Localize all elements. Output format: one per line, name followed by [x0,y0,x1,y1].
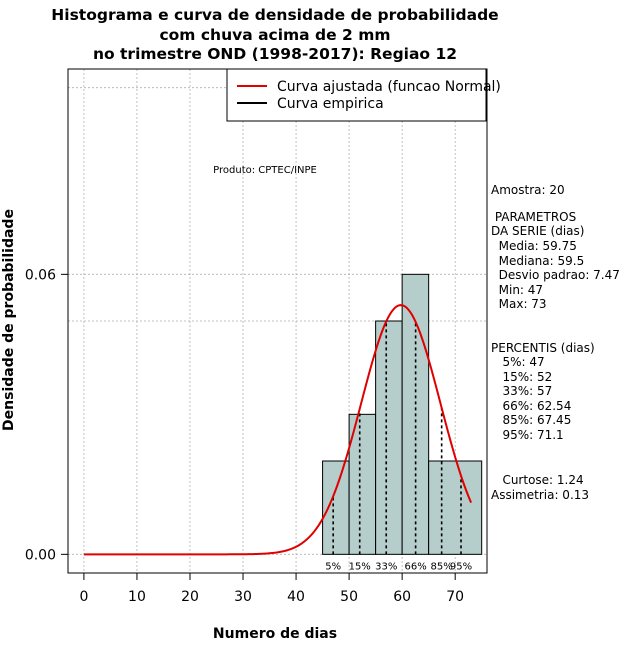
percentile-33-text: 33%: 57 [491,384,553,398]
x-tick-label-2: 20 [181,589,199,605]
x-tick-label-1: 10 [128,589,146,605]
mean-text: Media: 59.75 [491,239,577,253]
legend-label-1: Curva empirica [277,96,384,112]
x-tick-label-6: 60 [393,589,411,605]
percentile-85-text: 85%: 67.45 [491,413,572,427]
x-tick-label-7: 70 [446,589,464,605]
kurtosis-text: Curtose: 1.24 [491,473,584,487]
histogram-bar-0 [322,460,350,555]
skewness-text: Assimetria: 0.13 [491,488,590,502]
x-axis-title: Numero de dias [213,626,337,642]
percentile-label-0: 5% [325,561,341,572]
parameters-title-1: PARAMETROS [491,210,577,224]
percentile-15-text: 15%: 52 [491,370,553,384]
histogram-bar-1 [348,413,377,555]
legend-label-0: Curva ajustada (funcao Normal) [277,79,501,95]
x-tick-label-4: 40 [287,589,305,605]
histogram-bar-2 [375,320,403,555]
percentile-95-text: 95%: 71.1 [491,428,564,442]
percentile-label-5: 95% [450,561,472,572]
percentiles-title: PERCENTIS (dias) [491,341,595,355]
sample-size-text: Amostra: 20 [491,183,565,197]
watermark-text: Produto: CPTEC/INPE [213,165,317,176]
x-tick-label-5: 50 [340,589,358,605]
max-text: Max: 73 [491,297,547,311]
y-tick-label-0: 0.00 [25,547,56,563]
x-tick-label-3: 30 [234,589,252,605]
percentile-66-text: 66%: 62.54 [491,399,572,413]
chart-title-line-3: no trimestre OND (1998-2017): Regiao 12 [92,45,458,63]
chart-title-line-1: Histograma e curva de densidade de proba… [51,6,499,24]
histogram-bar-4 [428,460,483,555]
parameters-title-2: DA SERIE (dias) [491,224,585,238]
percentile-label-1: 15% [349,561,371,572]
std-dev-text: Desvio padrao: 7.47 [491,268,620,282]
median-text: Mediana: 59.5 [491,254,585,268]
y-tick-label-1: 0.06 [25,267,56,283]
percentile-label-2: 33% [375,561,397,572]
legend-box [226,68,487,122]
percentile-label-3: 66% [404,561,426,572]
min-text: Min: 47 [491,283,544,297]
chart-title-line-2: com chuva acima de 2 mm [159,26,391,44]
y-axis-title: Densidade de probabilidade [1,209,17,431]
x-tick-label-0: 0 [79,589,88,605]
percentile-label-4: 85% [431,561,453,572]
percentile-5-text: 5%: 47 [491,355,545,369]
fitted-normal-curve [83,304,473,556]
